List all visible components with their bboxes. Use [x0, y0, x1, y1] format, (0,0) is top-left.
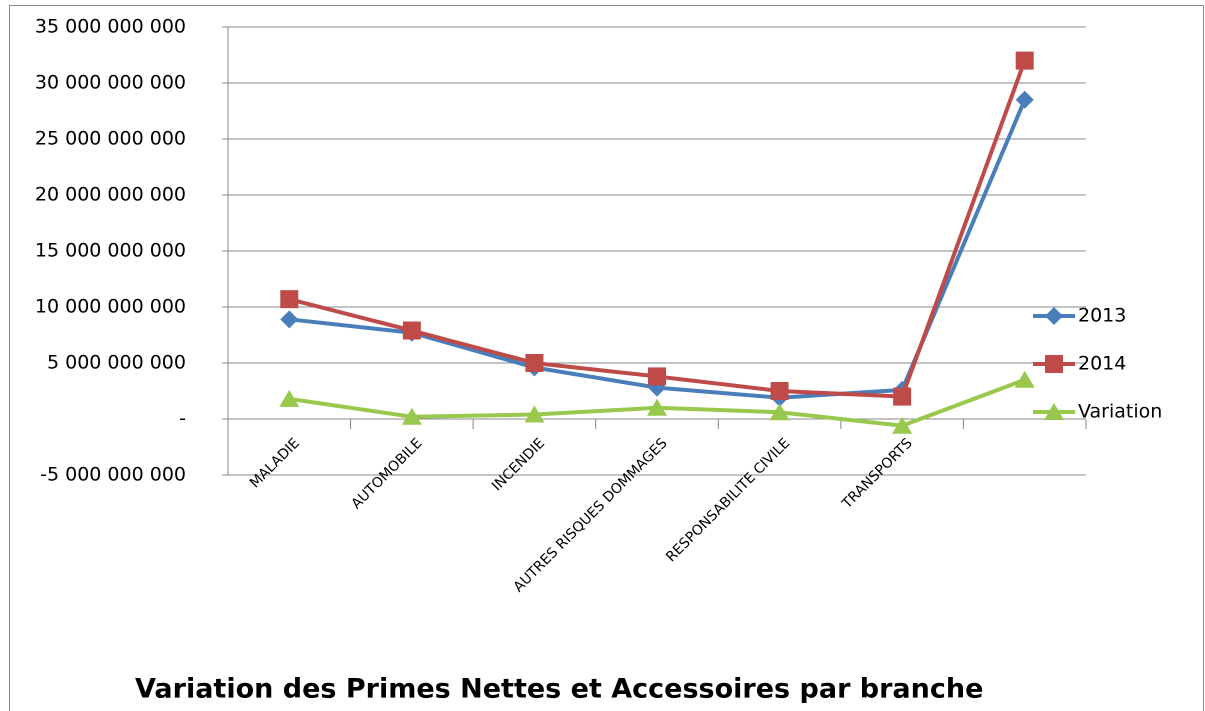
- marker: [402, 321, 421, 340]
- y-tick-label: -5 000 000 000: [40, 464, 186, 486]
- marker: [770, 382, 789, 400]
- marker: [279, 389, 300, 407]
- legend-label: Variation: [1078, 401, 1162, 423]
- legend-label: 2013: [1078, 305, 1126, 327]
- marker: [648, 367, 666, 386]
- y-tick-label: 10 000 000 000: [35, 296, 186, 318]
- marker: [280, 310, 299, 329]
- legend-label: 2014: [1078, 353, 1126, 375]
- y-tick-label: 20 000 000 000: [35, 184, 186, 206]
- marker: [769, 403, 790, 421]
- y-tick-label: 25 000 000 000: [35, 128, 186, 150]
- marker: [280, 290, 299, 309]
- marker: [1014, 370, 1035, 388]
- y-tick-label: 35 000 000 000: [35, 16, 186, 38]
- chart-title: Variation des Primes Nettes et Accessoir…: [135, 674, 983, 705]
- marker: [892, 416, 913, 434]
- legend-marker: [1044, 403, 1064, 420]
- marker: [524, 405, 545, 423]
- marker: [1015, 51, 1034, 70]
- marker: [1015, 90, 1034, 109]
- marker: [401, 407, 422, 425]
- y-tick-label: -: [179, 408, 186, 430]
- chart-frame: [9, 5, 1204, 711]
- marker: [525, 354, 544, 372]
- legend-marker: [1045, 355, 1063, 373]
- marker: [647, 398, 667, 416]
- y-tick-label: 5 000 000 000: [47, 352, 186, 374]
- marker: [893, 387, 912, 406]
- y-tick-label: 30 000 000 000: [35, 72, 186, 94]
- y-tick-label: 15 000 000 000: [35, 240, 186, 262]
- legend-marker: [1045, 307, 1063, 325]
